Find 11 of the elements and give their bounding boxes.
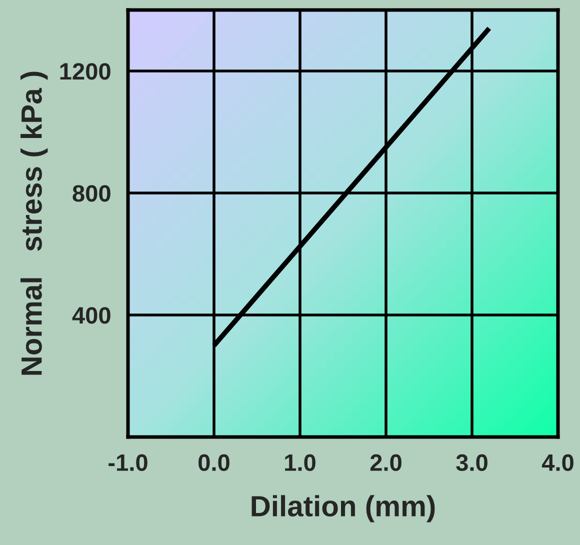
x-tick-label: -1.0 xyxy=(108,454,148,472)
x-tick-label: 0.0 xyxy=(198,454,230,472)
x-tick-label: 2.0 xyxy=(370,454,402,472)
x-tick-label: 3.0 xyxy=(456,454,488,472)
x-tick-label: 1.0 xyxy=(285,454,316,472)
y-tick-label: 400 xyxy=(72,307,110,324)
y-tick-label: 800 xyxy=(72,185,110,202)
y-tick-label: 1200 xyxy=(60,63,110,80)
y-axis-title: Normal stress ( kPa ) xyxy=(20,72,48,375)
x-tick-label: 4.0 xyxy=(542,454,574,472)
x-axis-title: Dilation (mm) xyxy=(252,495,435,522)
